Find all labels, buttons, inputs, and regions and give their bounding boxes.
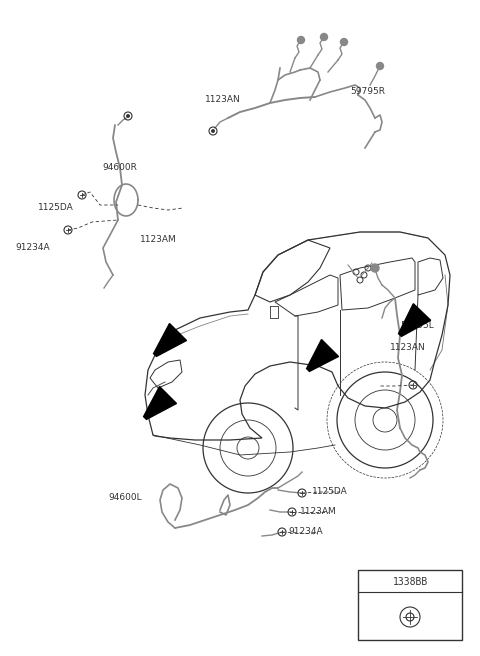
- Text: 1338BB: 1338BB: [392, 577, 428, 587]
- Text: 94600R: 94600R: [102, 163, 137, 173]
- Circle shape: [126, 114, 130, 117]
- Circle shape: [376, 62, 384, 70]
- Polygon shape: [154, 323, 187, 356]
- Text: 1338BB: 1338BB: [370, 575, 405, 584]
- Circle shape: [298, 37, 304, 43]
- Circle shape: [371, 264, 379, 272]
- Text: 1125DA: 1125DA: [38, 203, 74, 213]
- Polygon shape: [144, 386, 177, 419]
- Text: 94600L: 94600L: [108, 493, 142, 502]
- Text: 59795L: 59795L: [400, 321, 434, 329]
- Text: 1123AM: 1123AM: [300, 508, 337, 516]
- Text: 91234A: 91234A: [15, 243, 49, 253]
- Circle shape: [321, 33, 327, 41]
- Text: 91234A: 91234A: [288, 527, 323, 537]
- Circle shape: [340, 39, 348, 45]
- Text: 1123AN: 1123AN: [205, 96, 241, 104]
- Text: 59795R: 59795R: [350, 87, 385, 96]
- Text: 1123AN: 1123AN: [390, 344, 426, 352]
- Circle shape: [211, 129, 215, 133]
- Polygon shape: [398, 304, 431, 337]
- Text: 1125DA: 1125DA: [312, 487, 348, 497]
- Polygon shape: [307, 340, 338, 371]
- Text: 1123AM: 1123AM: [140, 236, 177, 245]
- Bar: [358, 570, 462, 640]
